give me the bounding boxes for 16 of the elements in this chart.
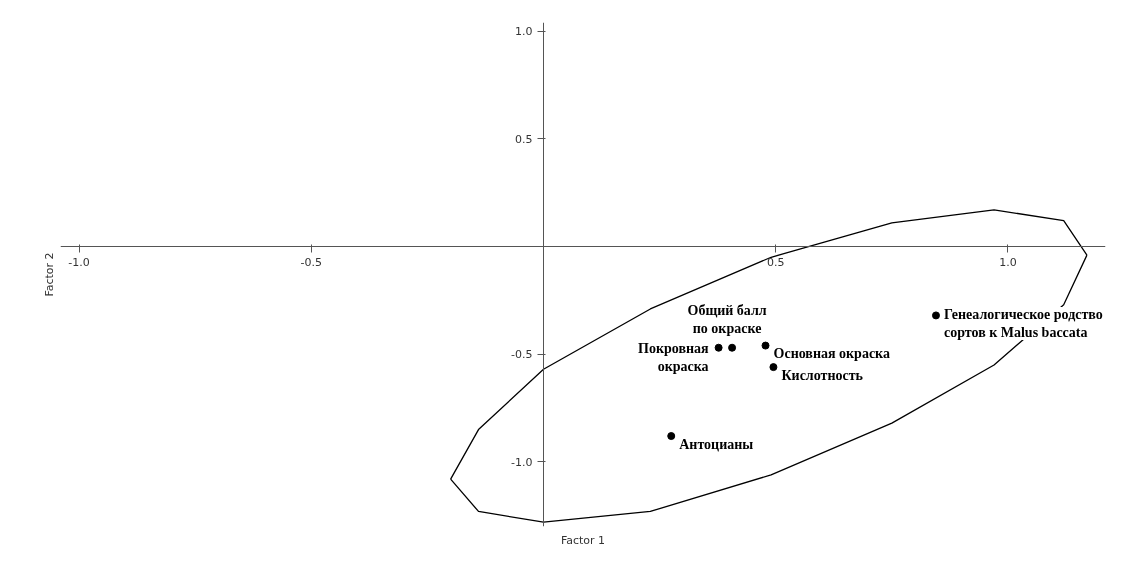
y-tick-label: -0.5 [511, 348, 533, 362]
y-tick-label: -1.0 [511, 455, 533, 469]
x-tick-label: 1.0 [999, 255, 1017, 269]
annotation: Генеалогическое родство сортов к Malus baccata [943, 306, 1103, 340]
annotation: Антоцианы [679, 436, 754, 452]
annotation: Основная окраска [773, 346, 890, 362]
y-tick-label: 1.0 [515, 25, 533, 39]
y-tick-label: 0.5 [515, 132, 533, 146]
x-tick-label: 0.5 [767, 255, 785, 269]
annotation: Покровная окраска [638, 341, 710, 375]
x-axis-title: Factor 1 [560, 533, 606, 547]
x-tick-label: -0.5 [300, 255, 323, 269]
annotation: Общий балл по окраске [687, 303, 767, 337]
x-tick-label: -1.0 [68, 255, 90, 269]
annotation: Кислотность [781, 367, 864, 383]
y-axis-title: Factor 2 [42, 252, 56, 297]
